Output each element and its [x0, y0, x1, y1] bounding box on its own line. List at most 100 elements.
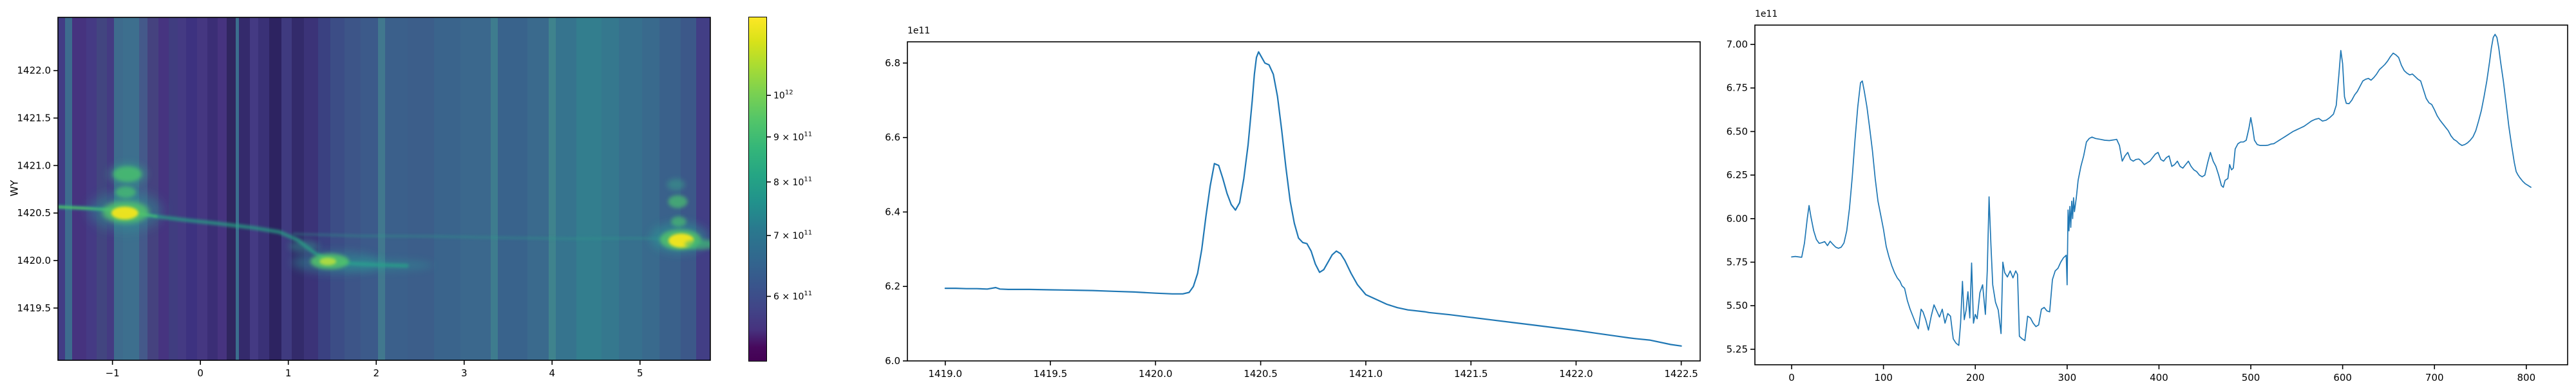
x-tick-label: 1420.0	[1139, 368, 1173, 380]
x-tick-label: 0	[197, 367, 204, 379]
colorbar-tick-label: 9 × 1011	[773, 131, 812, 143]
emission-blob	[289, 240, 320, 252]
heatmap-stripe	[227, 17, 236, 360]
x-tick-label: 1421.5	[1454, 368, 1488, 380]
x-tick-label: 200	[1966, 372, 1985, 383]
x-tick-label: 3	[461, 367, 468, 379]
axes-spines	[57, 17, 711, 361]
emission-blob	[319, 257, 337, 266]
y-tick-label: 6.2	[885, 280, 900, 292]
heatmap-stripe	[169, 17, 178, 360]
heatmap-stripe	[527, 17, 549, 360]
waterfall-heatmap	[58, 17, 710, 360]
heatmap-stripe	[345, 17, 361, 360]
heatmap-stripe	[158, 17, 169, 360]
heatmap-stripe	[555, 17, 577, 360]
heatmap-stripe	[86, 17, 97, 360]
heatmap-stripe	[601, 17, 619, 360]
spectrum-offset-label: 1e11	[907, 26, 931, 36]
heatmap-stripe	[207, 17, 218, 360]
heatmap-stripe	[360, 17, 378, 360]
x-tick-label: 300	[2058, 372, 2077, 383]
colorbar-gradient	[748, 17, 767, 362]
emission-blob	[336, 259, 433, 271]
x-tick-label: 100	[1874, 372, 1893, 383]
y-tick-label: 6.8	[885, 57, 900, 69]
y-tick-label: 5.75	[1727, 257, 1748, 268]
colorbar-tick-label: 8 × 1011	[773, 176, 812, 188]
heatmap-stripe	[384, 17, 408, 360]
heatmap-stripe	[330, 17, 345, 360]
x-tick-label: 1	[285, 367, 292, 379]
y-tick-label: 1419.5	[17, 302, 52, 314]
x-tick-label: 4	[549, 367, 555, 379]
colorbar-exponent: 11	[804, 176, 812, 183]
heatmap-stripe	[696, 17, 710, 360]
x-tick-label: 1422.5	[1664, 368, 1698, 380]
y-tick-label: 6.0	[885, 355, 900, 367]
heatmap-stripe	[576, 17, 601, 360]
colorbar-exponent: 11	[804, 131, 812, 138]
colorbar-tick-label: 1012	[773, 89, 793, 102]
heatmap-stripe	[619, 17, 642, 360]
x-tick-label: 1419.5	[1034, 368, 1068, 380]
y-tick-label: 1422.0	[17, 65, 52, 77]
emission-blob	[685, 239, 710, 250]
y-tick-label: 6.50	[1727, 125, 1748, 137]
colorbar-tick-label: 6 × 1011	[773, 290, 812, 302]
x-tick-label: −1	[106, 367, 120, 379]
heatmap-stripe	[304, 17, 319, 360]
heatmap-stripe	[138, 17, 148, 360]
x-tick-label: 2	[373, 367, 379, 379]
axes-spines	[1754, 24, 2568, 365]
heatmap-stripe	[107, 17, 115, 360]
colorbar-exponent: 12	[785, 89, 793, 96]
x-tick-label: 500	[2242, 372, 2260, 383]
y-tick-label: 5.25	[1727, 344, 1748, 355]
x-tick-label: 800	[2517, 372, 2536, 383]
heatmap-stripe	[64, 17, 72, 360]
heatmap-stripe	[235, 17, 240, 360]
emission-blob	[668, 195, 688, 208]
y-tick-label: 1421.0	[17, 160, 52, 171]
heatmap-stripe	[641, 17, 659, 360]
x-tick-label: 1421.0	[1349, 368, 1383, 380]
heatmap-stripe	[377, 17, 385, 360]
heatmap-stripe	[460, 17, 491, 360]
heatmap-features	[58, 163, 710, 273]
data-line	[1791, 33, 2532, 346]
heatmap-stripe	[680, 17, 697, 360]
x-tick-label: 5	[637, 367, 643, 379]
data-line	[944, 51, 1682, 347]
x-tick-label: 400	[2150, 372, 2168, 383]
heatmap-stripe	[258, 17, 269, 360]
x-tick-label: 700	[2425, 372, 2444, 383]
emission-blob	[667, 178, 685, 190]
heatmap-stripe	[147, 17, 158, 360]
heatmap-stripe	[177, 17, 187, 360]
emission-blob	[115, 186, 137, 198]
heatmap-stripe	[196, 17, 208, 360]
timeseries-offset-label: 1e11	[1755, 9, 1778, 19]
heatmap-stripe	[269, 17, 281, 360]
emission-blob	[113, 166, 142, 182]
heatmap-stripe	[218, 17, 227, 360]
heatmap-stripe	[497, 17, 528, 360]
x-tick-label: 1422.0	[1559, 368, 1593, 380]
heatmap-stripe	[71, 17, 86, 360]
x-tick-label: 1420.5	[1244, 368, 1278, 380]
heatmap-stripe	[548, 17, 556, 360]
colorbar-tick-label: 7 × 1011	[773, 230, 812, 242]
x-tick-label: 600	[2333, 372, 2352, 383]
heatmap-stripe	[97, 17, 108, 360]
y-tick-label: 7.00	[1727, 39, 1748, 50]
heatmap-stripe	[434, 17, 461, 360]
y-tick-label: 5.50	[1727, 300, 1748, 311]
x-tick-label: 0	[1788, 372, 1795, 383]
heatmap-stripe	[281, 17, 292, 360]
y-tick-label: 6.25	[1727, 169, 1748, 181]
y-tick-label: 6.75	[1727, 82, 1748, 94]
x-tick-label: 1419.0	[929, 368, 963, 380]
